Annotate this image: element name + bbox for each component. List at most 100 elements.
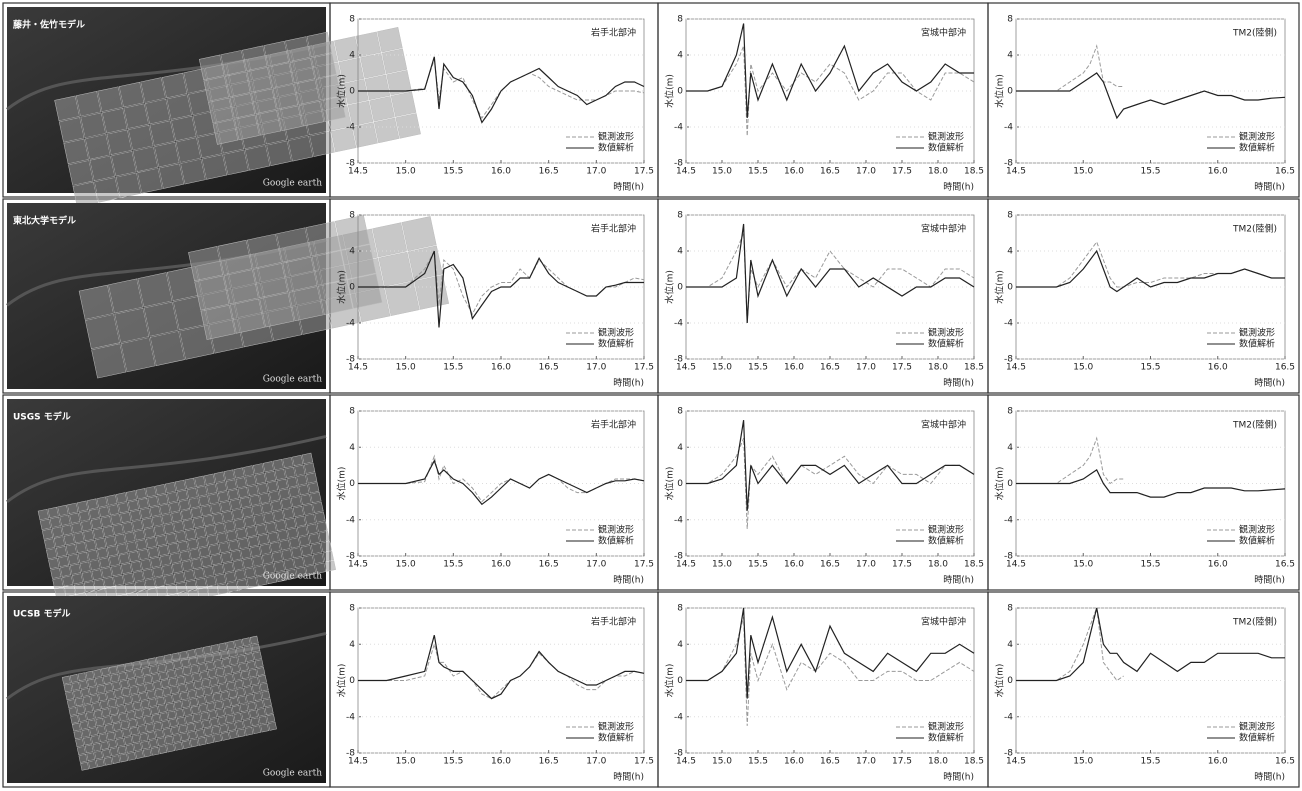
- series-line: [358, 644, 644, 698]
- subfault: [131, 561, 142, 572]
- subfault: [243, 719, 251, 727]
- subfault: [142, 667, 150, 675]
- subfault: [243, 678, 251, 686]
- x-tick-label: 15.5: [443, 167, 463, 177]
- subfault: [205, 654, 213, 662]
- y-tick-label: 4: [349, 640, 355, 650]
- y-tick-label: 8: [1007, 604, 1013, 614]
- subfault: [197, 486, 208, 497]
- subfault: [135, 581, 146, 592]
- subfault: [319, 531, 330, 542]
- subfault: [241, 671, 249, 679]
- y-tick-label: 4: [1007, 443, 1013, 453]
- subfault: [209, 544, 220, 555]
- subfault: [174, 572, 185, 583]
- y-tick-label: 8: [349, 407, 355, 417]
- subfault: [235, 570, 246, 581]
- x-tick-label: 17.5: [892, 757, 912, 767]
- subfault: [287, 528, 298, 539]
- subfault: [101, 516, 112, 527]
- subfault: [107, 732, 115, 740]
- subfault: [299, 101, 324, 126]
- x-tick-label: 15.0: [396, 757, 416, 767]
- subfault: [81, 762, 89, 770]
- subfault: [236, 528, 247, 539]
- subfault: [379, 252, 413, 286]
- subfault: [151, 747, 159, 755]
- subfault: [234, 519, 245, 530]
- subfault: [118, 746, 126, 754]
- subfault: [160, 555, 171, 566]
- subfault: [222, 658, 230, 666]
- subfault: [228, 649, 236, 657]
- subfault: [242, 507, 253, 518]
- subfault: [197, 696, 205, 704]
- y-tick-label: 0: [349, 87, 355, 97]
- subfault: [119, 82, 144, 107]
- image-credit: Google earth: [263, 769, 322, 779]
- subfault: [104, 757, 112, 765]
- subfault: [75, 698, 83, 706]
- subfault: [242, 46, 267, 71]
- y-tick-label: -4: [674, 515, 683, 525]
- subfault: [246, 694, 254, 702]
- x-tick-label: 17.0: [856, 560, 876, 570]
- subfault: [200, 671, 208, 679]
- x-tick-label: 17.5: [634, 560, 654, 570]
- chart-title: TM2(陸側): [1232, 616, 1277, 628]
- subfault: [252, 644, 260, 652]
- y-tick-label: 8: [1007, 15, 1013, 25]
- subfault: [126, 670, 134, 678]
- subfault: [144, 675, 152, 683]
- subfault: [191, 706, 199, 714]
- subfault: [119, 553, 130, 564]
- subfault: [101, 668, 109, 676]
- y-tick-label: 0: [677, 676, 683, 686]
- subfault: [139, 549, 150, 560]
- subfault: [174, 521, 185, 532]
- subfault: [310, 492, 321, 503]
- y-axis-label: 水位(m): [994, 270, 1006, 304]
- legend-label: 数値解析: [928, 732, 964, 744]
- subfault: [195, 276, 229, 310]
- subfault: [189, 498, 200, 509]
- x-tick-label: 15.0: [396, 560, 416, 570]
- subfault: [131, 694, 139, 702]
- subfault: [254, 692, 262, 700]
- subfault: [91, 694, 99, 702]
- subfault: [165, 736, 173, 744]
- x-tick-label: 17.0: [856, 757, 876, 767]
- subfault: [189, 657, 197, 665]
- subfault: [217, 533, 228, 544]
- legend-label: 観測波形: [598, 327, 634, 339]
- x-axis-label: 時間(h): [1254, 378, 1285, 389]
- x-tick-label: 15.5: [748, 757, 768, 767]
- subfault: [248, 485, 259, 496]
- subfault: [160, 712, 168, 720]
- subfault: [247, 234, 281, 268]
- subfault: [242, 711, 250, 719]
- subfault: [185, 478, 196, 489]
- subfault: [396, 113, 421, 138]
- y-tick-label: 0: [1007, 283, 1013, 293]
- subfault: [274, 561, 285, 572]
- subfault: [96, 718, 104, 726]
- subfault: [168, 711, 176, 719]
- subfault: [176, 138, 201, 163]
- subfault: [111, 715, 119, 723]
- subfault: [103, 716, 111, 724]
- subfault: [272, 552, 283, 563]
- subfault: [209, 493, 220, 504]
- subfault: [255, 660, 263, 668]
- subfault: [159, 672, 167, 680]
- subfault: [81, 113, 106, 138]
- subfault: [244, 646, 252, 654]
- x-axis-label: 時間(h): [943, 378, 974, 389]
- subfault: [263, 461, 274, 472]
- subfault: [176, 531, 187, 542]
- subfault: [214, 734, 222, 742]
- subfault: [311, 54, 336, 79]
- subfault: [51, 568, 62, 579]
- y-tick-label: 0: [349, 283, 355, 293]
- x-tick-label: 18.0: [928, 560, 948, 570]
